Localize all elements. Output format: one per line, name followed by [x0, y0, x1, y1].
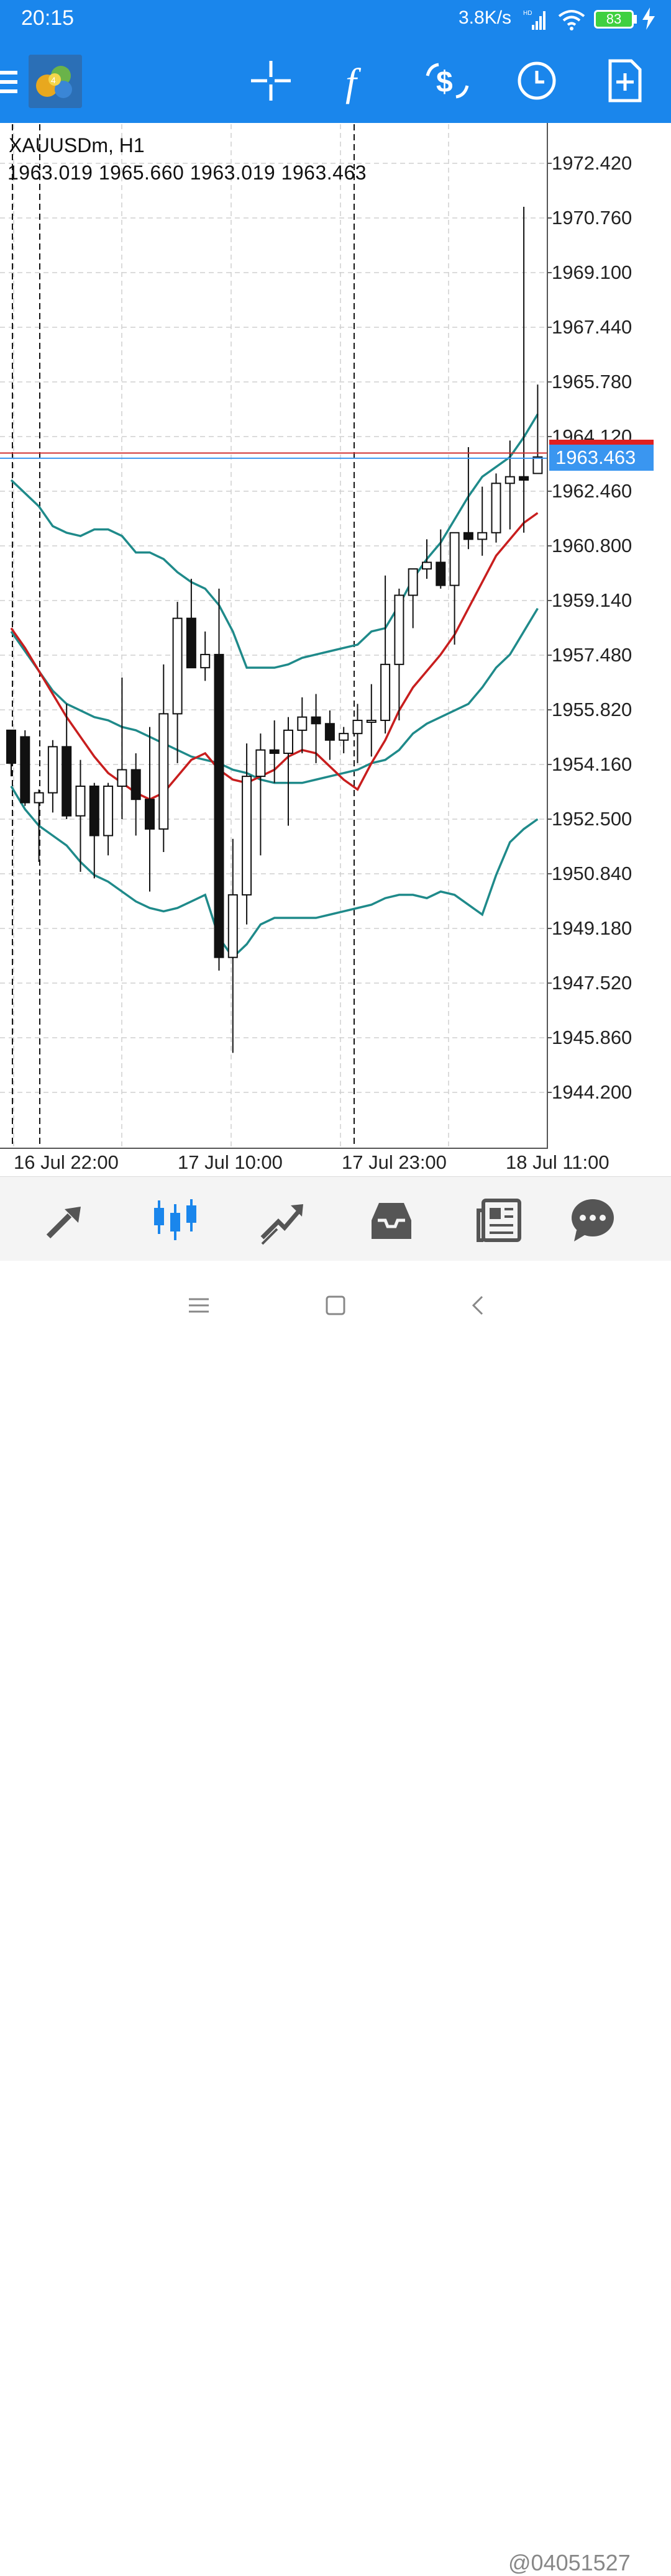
history-icon[interactable]	[367, 1195, 416, 1245]
candle-body	[89, 785, 99, 837]
candle-body	[103, 785, 114, 837]
chart-icon[interactable]	[150, 1195, 200, 1245]
candle-body	[6, 729, 16, 764]
price-tick-label: 1954.160	[552, 753, 632, 775]
chart-symbol: XAUUSDm, H1	[9, 134, 145, 156]
candle-body	[47, 746, 58, 794]
candle-body	[477, 532, 488, 540]
candle-body	[186, 617, 196, 669]
upper-band-line	[10, 414, 539, 669]
trade-icon[interactable]: $	[424, 57, 471, 104]
svg-text:HD: HD	[523, 10, 532, 17]
home-icon[interactable]	[323, 1293, 348, 1318]
candle-body	[380, 663, 391, 721]
price-tick-label: 1967.440	[552, 316, 632, 338]
candle-body	[422, 561, 432, 570]
price-tick-label: 1972.420	[552, 152, 632, 174]
candle-body	[463, 532, 473, 540]
quotes-icon[interactable]	[42, 1195, 92, 1245]
back-icon[interactable]	[466, 1293, 491, 1318]
top-bar: 20:15 3.8K/s HD 83 4 f $	[0, 0, 671, 123]
time-tick-label: 16 Jul 22:00	[14, 1151, 119, 1173]
candle-body	[408, 568, 418, 596]
price-tick-label: 1944.200	[552, 1081, 632, 1103]
candle-body	[532, 456, 543, 474]
lower-band-line	[10, 786, 539, 959]
candle-body	[117, 769, 127, 787]
chart-area[interactable]	[0, 123, 548, 1149]
price-tick-label: 1959.140	[552, 589, 632, 611]
price-tick-label: 1945.860	[552, 1027, 632, 1048]
news-icon[interactable]	[475, 1195, 524, 1245]
candle-body	[200, 653, 211, 669]
wifi-icon	[558, 10, 585, 30]
candle-body	[227, 894, 238, 958]
price-tick-label: 1950.840	[552, 863, 632, 884]
candle-body	[449, 532, 460, 586]
function-icon[interactable]: f	[336, 57, 383, 104]
candle-body	[366, 719, 377, 723]
candle-body	[62, 746, 72, 817]
candle-body	[311, 716, 321, 725]
time-tick-label: 18 Jul 11:00	[506, 1151, 609, 1173]
candle-body	[504, 476, 515, 484]
app-logo[interactable]: 4	[29, 55, 82, 108]
bottom-navigation	[0, 1176, 671, 1261]
candle-body	[34, 792, 44, 804]
candle-body	[324, 723, 335, 741]
candle-body	[352, 719, 363, 735]
system-navigation: @04051527	[0, 1261, 671, 2575]
trade-chart-icon[interactable]	[258, 1195, 308, 1245]
time-tick-label: 17 Jul 10:00	[178, 1151, 283, 1173]
candle-body	[269, 749, 280, 754]
chart-canvas[interactable]	[0, 0, 671, 1176]
candle-body	[394, 594, 404, 665]
time-tick-label: 17 Jul 23:00	[342, 1151, 447, 1173]
candle-body	[214, 653, 224, 958]
watermark: @04051527	[508, 2550, 631, 2575]
candle-body	[519, 476, 529, 481]
candle-body	[75, 785, 86, 817]
candle-body	[20, 736, 30, 804]
menu-icon[interactable]	[0, 68, 21, 96]
candle-body	[130, 769, 141, 800]
price-tick-label: 1970.760	[552, 207, 632, 229]
candle-body	[339, 733, 349, 741]
status-time: 20:15	[21, 6, 75, 30]
price-tick-label: 1957.480	[552, 644, 632, 666]
new-document-icon[interactable]	[601, 57, 649, 104]
svg-text:$: $	[436, 66, 453, 99]
candle-body	[491, 483, 501, 533]
candle-body	[158, 713, 169, 830]
candle-body	[283, 729, 293, 754]
recent-apps-icon[interactable]	[186, 1293, 211, 1318]
chat-icon[interactable]	[568, 1195, 618, 1245]
candle-body	[255, 749, 266, 778]
svg-text:4: 4	[51, 75, 56, 85]
price-tick-label: 1960.800	[552, 535, 632, 556]
crosshair-icon[interactable]	[247, 57, 294, 104]
charging-icon	[642, 7, 655, 30]
chart-ohlc: 1963.019 1965.660 1963.019 1963.463	[7, 161, 367, 184]
price-tick-label: 1952.500	[552, 808, 632, 830]
price-tick-label: 1969.100	[552, 261, 632, 283]
signal-icon: HD	[523, 10, 545, 30]
candle-body	[242, 776, 252, 896]
clock-icon[interactable]	[513, 57, 560, 104]
candle-body	[172, 617, 183, 715]
price-tick-label: 1947.520	[552, 972, 632, 994]
price-tick-label: 1949.180	[552, 917, 632, 939]
network-speed: 3.8K/s	[459, 7, 512, 28]
price-tick-label: 1962.460	[552, 480, 632, 502]
battery-cap	[634, 15, 637, 24]
candle-body	[436, 561, 446, 586]
price-tick-label: 1955.820	[552, 699, 632, 720]
candle-body	[297, 716, 308, 731]
candle-body	[145, 799, 155, 830]
battery-icon: 83	[594, 10, 634, 29]
current-price-tag: 1963.463	[549, 445, 654, 471]
price-tick-label: 1965.780	[552, 371, 632, 392]
